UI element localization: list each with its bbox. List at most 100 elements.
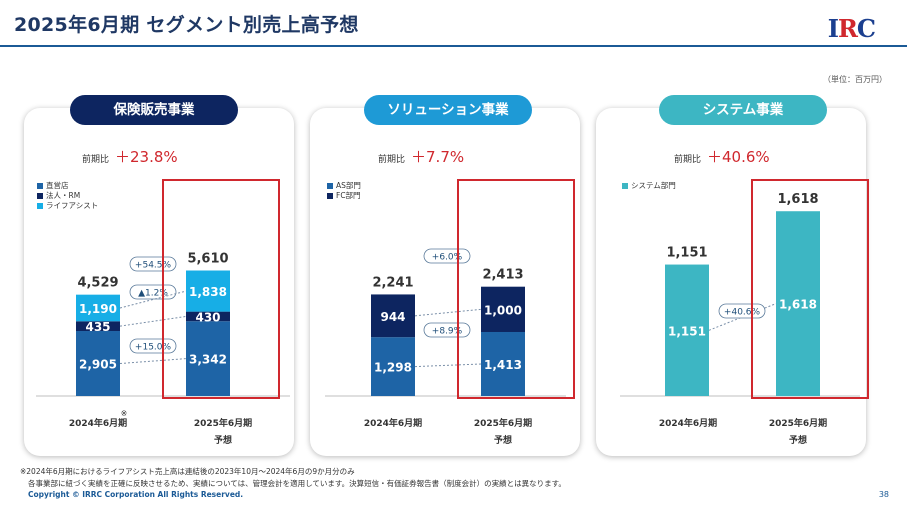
segment-pill-solution: ソリューション事業 bbox=[364, 95, 532, 125]
total-label: 2,413 bbox=[482, 268, 523, 283]
forecast-highlight-box bbox=[457, 179, 575, 399]
bar-FC部門 bbox=[371, 294, 415, 338]
change-label: ▲1.2% bbox=[138, 289, 168, 299]
bar-AS部門 bbox=[371, 337, 415, 396]
change-pill bbox=[129, 256, 177, 272]
change-connector bbox=[414, 308, 482, 317]
data-label: 1,190 bbox=[79, 302, 117, 316]
total-label: 1,618 bbox=[777, 192, 818, 207]
category-subtitle: 予想 bbox=[214, 434, 232, 446]
change-pill bbox=[129, 284, 177, 300]
change-connector bbox=[119, 358, 187, 365]
category-mark: ※ bbox=[121, 409, 128, 418]
segment-pill-system: システム事業 bbox=[659, 95, 827, 125]
legend-label: システム部門 bbox=[631, 181, 676, 190]
total-label: 4,529 bbox=[77, 276, 118, 291]
change-label: +6.0% bbox=[432, 253, 463, 263]
page-number: 38 bbox=[878, 490, 889, 499]
change-connector bbox=[119, 315, 187, 327]
legend-label: 法人・RM bbox=[46, 191, 81, 200]
growth-system: 前期比 ＋40.6% bbox=[674, 146, 770, 167]
footnote-2: 各事業部に紐づく実績を正確に反映させるため、実績については、管理会計を適用してい… bbox=[28, 479, 566, 488]
data-label: 2,905 bbox=[79, 358, 117, 372]
legend-swatch bbox=[327, 193, 333, 199]
change-connector bbox=[414, 363, 482, 368]
total-label: 1,151 bbox=[666, 246, 707, 261]
growth-insurance: 前期比 ＋23.8% bbox=[82, 146, 178, 167]
bar-法人・RM bbox=[76, 321, 120, 332]
data-label: 1,838 bbox=[189, 285, 227, 299]
footnote-1: ※2024年6月期におけるライフアシスト売上高は連結後の2023年10月～202… bbox=[20, 467, 355, 476]
bar-システム部門 bbox=[776, 211, 820, 396]
change-label: +40.6% bbox=[724, 308, 761, 318]
growth-label: 前期比 bbox=[378, 155, 406, 165]
change-pill bbox=[129, 338, 177, 354]
title-divider bbox=[0, 45, 907, 47]
legend-label: FC部門 bbox=[336, 191, 361, 200]
change-pill bbox=[718, 303, 766, 319]
segment-pill-insurance: 保険販売事業 bbox=[70, 95, 238, 125]
legend-item: FC部門 bbox=[327, 191, 361, 201]
category-label: 2024年6月期 bbox=[659, 417, 717, 429]
change-label: +8.9% bbox=[432, 327, 463, 337]
forecast-highlight-box bbox=[162, 179, 280, 399]
data-label: 1,000 bbox=[484, 303, 522, 317]
legend-swatch bbox=[622, 183, 628, 189]
bar-AS部門 bbox=[481, 331, 525, 396]
category-label: 2024年6月期 bbox=[69, 417, 127, 429]
total-label: 2,241 bbox=[372, 275, 413, 290]
legend-solution: AS部門 FC部門 bbox=[327, 181, 361, 201]
bar-FC部門 bbox=[481, 286, 525, 332]
legend-item: AS部門 bbox=[327, 181, 361, 191]
company-logo: IRC bbox=[827, 14, 876, 43]
bar-ライフアシスト bbox=[186, 270, 230, 312]
legend-label: 直営店 bbox=[46, 181, 69, 190]
bar-法人・RM bbox=[186, 311, 230, 322]
legend-swatch bbox=[327, 183, 333, 189]
legend-item: 法人・RM bbox=[37, 191, 98, 201]
bar-ライフアシスト bbox=[76, 294, 120, 322]
data-label: 1,151 bbox=[668, 324, 706, 338]
bar-直営店 bbox=[186, 321, 230, 396]
category-label: 2024年6月期 bbox=[364, 417, 422, 429]
data-label: 944 bbox=[380, 310, 405, 324]
growth-value: ＋7.7% bbox=[411, 148, 465, 166]
growth-value: ＋40.6% bbox=[707, 148, 770, 166]
legend-item: 直営店 bbox=[37, 181, 98, 191]
change-label: +54.5% bbox=[135, 261, 172, 271]
data-label: 3,342 bbox=[189, 353, 227, 367]
data-label: 1,298 bbox=[374, 361, 412, 375]
data-label: 1,413 bbox=[484, 358, 522, 372]
growth-label: 前期比 bbox=[674, 155, 702, 165]
copyright: Copyright © IRRC Corporation All Rights … bbox=[28, 490, 244, 499]
category-label: 2025年6月期 bbox=[474, 417, 532, 429]
forecast-highlight-box bbox=[751, 179, 869, 399]
total-label: 5,610 bbox=[187, 252, 228, 267]
legend-system: システム部門 bbox=[622, 181, 676, 191]
legend-swatch bbox=[37, 183, 43, 189]
category-subtitle: 予想 bbox=[789, 434, 807, 446]
legend-label: ライフアシスト bbox=[46, 201, 99, 210]
change-connector bbox=[119, 290, 187, 309]
legend-item: ライフアシスト bbox=[37, 201, 98, 211]
category-subtitle: 予想 bbox=[494, 434, 512, 446]
data-label: 435 bbox=[85, 320, 110, 334]
growth-solution: 前期比 ＋7.7% bbox=[378, 146, 464, 167]
bar-システム部門 bbox=[665, 264, 709, 396]
legend-swatch bbox=[37, 193, 43, 199]
legend-insurance: 直営店 法人・RM ライフアシスト bbox=[37, 181, 98, 211]
unit-note: （単位：百万円） bbox=[823, 75, 887, 84]
growth-value: ＋23.8% bbox=[115, 148, 178, 166]
data-label: 430 bbox=[195, 310, 220, 324]
bar-直営店 bbox=[76, 331, 120, 396]
page-title: 2025年6月期 セグメント別売上高予想 bbox=[14, 14, 359, 36]
legend-swatch bbox=[37, 203, 43, 209]
legend-item: システム部門 bbox=[622, 181, 676, 191]
category-label: 2025年6月期 bbox=[194, 417, 252, 429]
category-label: 2025年6月期 bbox=[769, 417, 827, 429]
data-label: 1,618 bbox=[779, 298, 817, 312]
growth-label: 前期比 bbox=[82, 155, 110, 165]
change-label: +15.0% bbox=[135, 343, 172, 353]
legend-label: AS部門 bbox=[336, 181, 361, 190]
